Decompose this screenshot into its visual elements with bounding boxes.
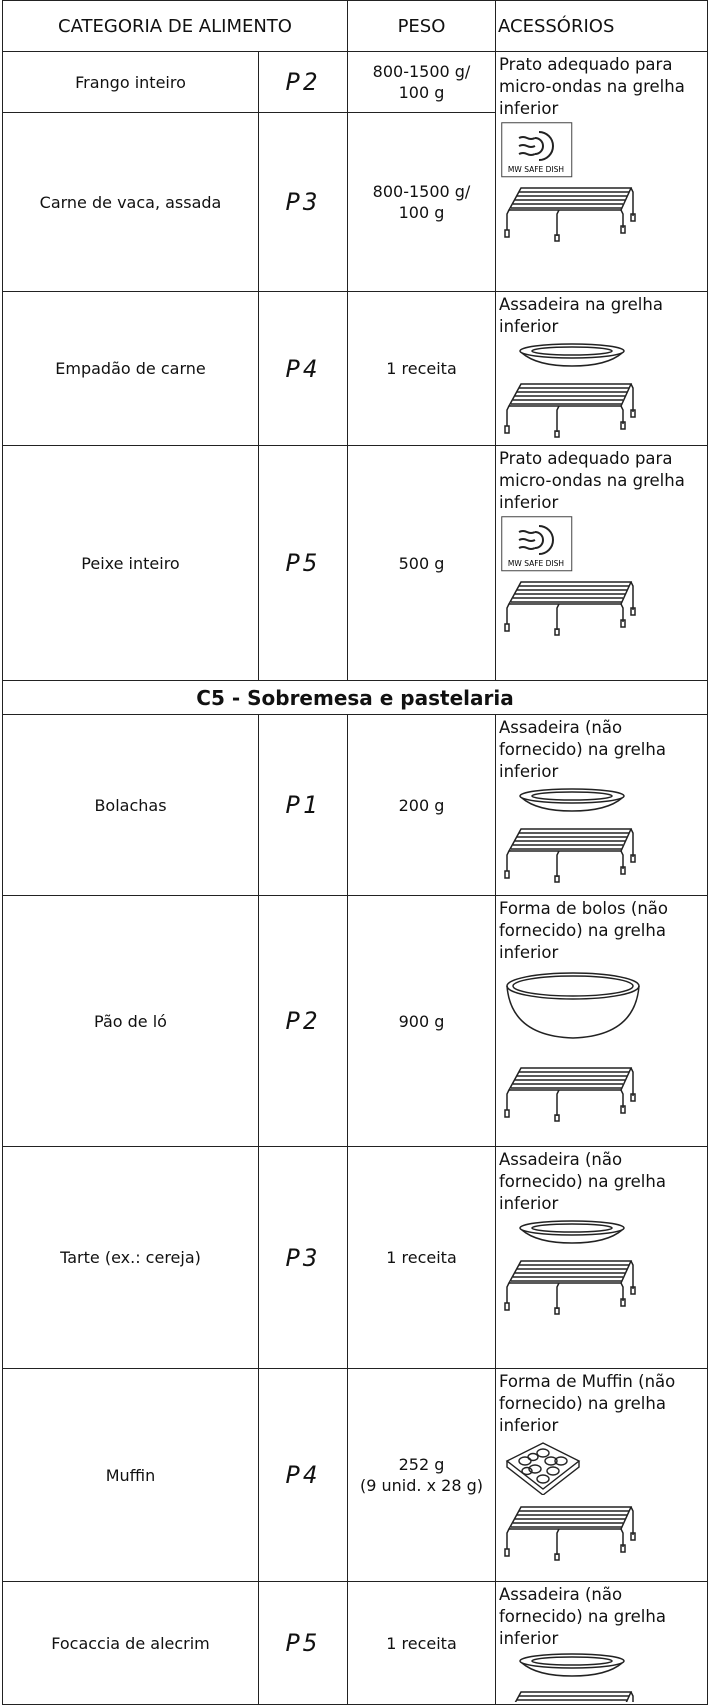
weight-cell: 1 receita [347, 1581, 496, 1705]
accessory-cell: Assadeira (não fornecido) na grelha infe… [495, 1581, 708, 1705]
rack-icon [504, 828, 636, 883]
program-cell: P5 [258, 1581, 348, 1705]
table-row: Muffin P4 252 g (9 unid. x 28 g) Forma d… [2, 1368, 708, 1582]
program-cell: P2 [258, 51, 348, 113]
food-cell: Pão de ló [2, 895, 259, 1147]
cake-pan-icon [506, 972, 640, 1039]
program-cell: P4 [258, 291, 348, 446]
table-row: Bolachas P1 200 g Assadeira (não forneci… [2, 714, 708, 896]
food-cell: Peixe inteiro [2, 445, 259, 681]
table-row: Peixe inteiro P5 500 g Prato adequado pa… [2, 445, 708, 681]
rack-icon [504, 581, 636, 636]
weight-cell: 1 receita [347, 291, 496, 446]
rack-icon [504, 1691, 636, 1702]
accessory-text: Prato adequado para micro-ondas na grelh… [499, 55, 685, 118]
icon-label: MW SAFE DISH [508, 165, 564, 174]
rack-icon [504, 383, 636, 438]
weight-cell: 900 g [347, 895, 496, 1147]
accessory-text: Assadeira na grelha inferior [499, 295, 663, 336]
program-cell: P2 [258, 895, 348, 1147]
weight-cell: 800-1500 g/ 100 g [347, 112, 496, 292]
accessory-cell: Assadeira (não fornecido) na grelha infe… [495, 714, 708, 896]
weight-cell: 500 g [347, 445, 496, 681]
accessory-cell: Assadeira (não fornecido) na grelha infe… [495, 1146, 708, 1369]
icon-label: MW SAFE DISH [508, 559, 564, 568]
program-cell: P3 [258, 112, 348, 292]
plate-icon [519, 343, 625, 367]
plate-icon [519, 1220, 625, 1244]
accessory-text: Forma de Muffin (não fornecido) na grelh… [499, 1372, 676, 1435]
accessory-text: Assadeira (não fornecido) na grelha infe… [499, 718, 666, 781]
accessory-text: Assadeira (não fornecido) na grelha infe… [499, 1585, 666, 1648]
accessory-text: Prato adequado para micro-ondas na grelh… [499, 449, 685, 512]
table-row: Empadão de carne P4 1 receita Assadeira … [2, 291, 708, 446]
program-cell: P1 [258, 714, 348, 896]
header-cell: PESO [347, 0, 496, 52]
table-row: Focaccia de alecrim P5 1 receita Assadei… [2, 1581, 708, 1705]
mw-safe-icon: MW SAFE DISH [501, 122, 573, 178]
food-cell: Tarte (ex.: cereja) [2, 1146, 259, 1369]
table-row: Pão de ló P2 900 g Forma de bolos (não f… [2, 895, 708, 1147]
table-row: Tarte (ex.: cereja) P3 1 receita Assadei… [2, 1146, 708, 1369]
table-row: Carne de vaca, assada P3 800-1500 g/ 100… [2, 112, 708, 292]
table-row: Frango inteiro P2 800-1500 g/ 100 g Prat… [2, 51, 708, 292]
accessory-text: Forma de bolos (não fornecido) na grelha… [499, 899, 668, 962]
mw-safe-icon: MW SAFE DISH [501, 516, 573, 572]
weight-cell: 252 g (9 unid. x 28 g) [347, 1368, 496, 1582]
weight-cell: 200 g [347, 714, 496, 896]
accessory-text: Assadeira (não fornecido) na grelha infe… [499, 1150, 666, 1213]
weight-cell: 800-1500 g/ 100 g [347, 51, 496, 113]
food-cell: Bolachas [2, 714, 259, 896]
food-cell: Frango inteiro [2, 51, 259, 113]
program-cell: P3 [258, 1146, 348, 1369]
food-cell: Carne de vaca, assada [2, 112, 259, 292]
program-cell: P4 [258, 1368, 348, 1582]
header-cell: ACESSÓRIOS [495, 0, 708, 52]
rack-icon [504, 1506, 636, 1561]
section-row: C5 - Sobremesa e pastelaria [2, 680, 708, 715]
rack-icon [504, 187, 636, 242]
header-cell: CATEGORIA DE ALIMENTO [2, 0, 348, 52]
rack-icon [504, 1260, 636, 1315]
plate-icon [519, 788, 625, 812]
accessory-cell: Assadeira na grelha inferior [495, 291, 708, 446]
accessory-cell: Prato adequado para micro-ondas na grelh… [495, 51, 708, 292]
food-cell: Focaccia de alecrim [2, 1581, 259, 1705]
program-cell: P5 [258, 445, 348, 681]
rack-icon [504, 1067, 636, 1122]
food-cell: Empadão de carne [2, 291, 259, 446]
plate-icon [519, 1653, 625, 1677]
accessory-cell: Forma de Muffin (não fornecido) na grelh… [495, 1368, 708, 1582]
accessory-cell: Forma de bolos (não fornecido) na grelha… [495, 895, 708, 1147]
muffin-tray-icon [506, 1442, 580, 1495]
accessory-cell: Prato adequado para micro-ondas na grelh… [495, 445, 708, 681]
weight-cell: 1 receita [347, 1146, 496, 1369]
accessory-clip: Assadeira (não fornecido) na grelha infe… [499, 1584, 704, 1702]
food-cell: Muffin [2, 1368, 259, 1582]
section-title: C5 - Sobremesa e pastelaria [2, 680, 708, 715]
header-row: CATEGORIA DE ALIMENTO PESO ACESSÓRIOS [2, 0, 708, 52]
